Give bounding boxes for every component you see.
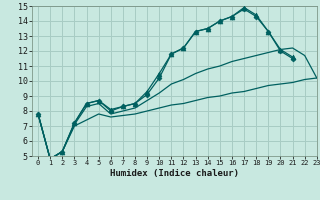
X-axis label: Humidex (Indice chaleur): Humidex (Indice chaleur) [110, 169, 239, 178]
